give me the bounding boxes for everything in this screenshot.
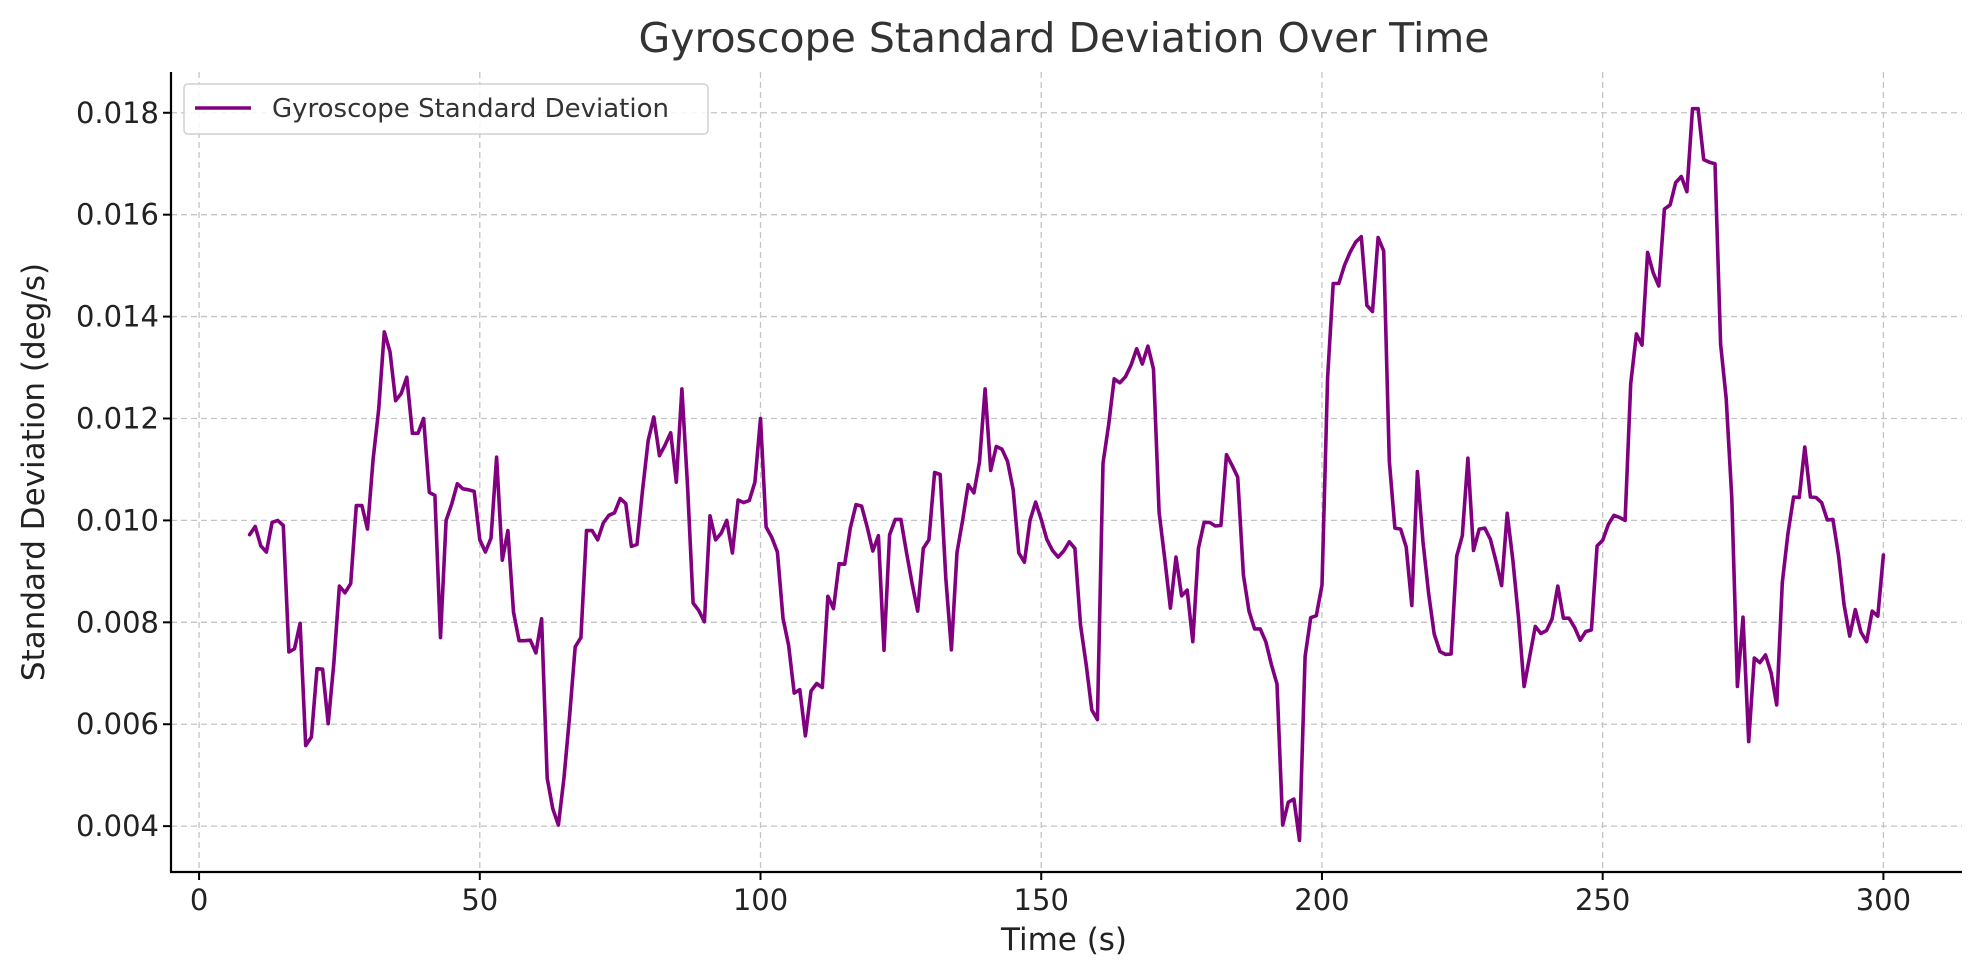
x-ticks: 0 50 100 150 200 250 300	[190, 872, 1911, 917]
axes	[169, 72, 1962, 874]
y-ticks: 0.004 0.006 0.008 0.010 0.012 0.014 0.016 0.018	[76, 96, 171, 843]
y-tick-label: 0.012	[76, 401, 159, 435]
y-tick-label: 0.006	[76, 707, 159, 741]
x-tick-label: 150	[1014, 883, 1069, 917]
chart-title: Gyroscope Standard Deviation Over Time	[638, 14, 1489, 62]
y-tick-label: 0.014	[76, 300, 159, 334]
x-tick-label: 0	[190, 883, 208, 917]
x-axis-label: Time (s)	[1000, 922, 1127, 958]
x-tick-label: 250	[1575, 883, 1630, 917]
x-tick-label: 50	[461, 883, 498, 917]
legend-box	[183, 83, 709, 135]
y-axis-label: Standard Deviation (deg/s)	[16, 263, 52, 681]
y-tick-label: 0.018	[76, 96, 159, 130]
y-tick-label: 0.016	[76, 198, 159, 232]
x-tick-label: 300	[1856, 883, 1911, 917]
legend-label: Gyroscope Standard Deviation	[272, 94, 669, 124]
y-tick-label: 0.010	[76, 503, 159, 537]
y-tick-label: 0.008	[76, 605, 159, 639]
series-line-gyroscope-std	[247, 106, 1886, 843]
grid-lines	[171, 72, 1962, 872]
x-tick-label: 200	[1294, 883, 1349, 917]
y-tick-label: 0.004	[76, 809, 159, 843]
legend: Gyroscope Standard Deviation	[183, 83, 709, 135]
x-tick-label: 100	[733, 883, 788, 917]
series-layer	[247, 106, 1886, 843]
